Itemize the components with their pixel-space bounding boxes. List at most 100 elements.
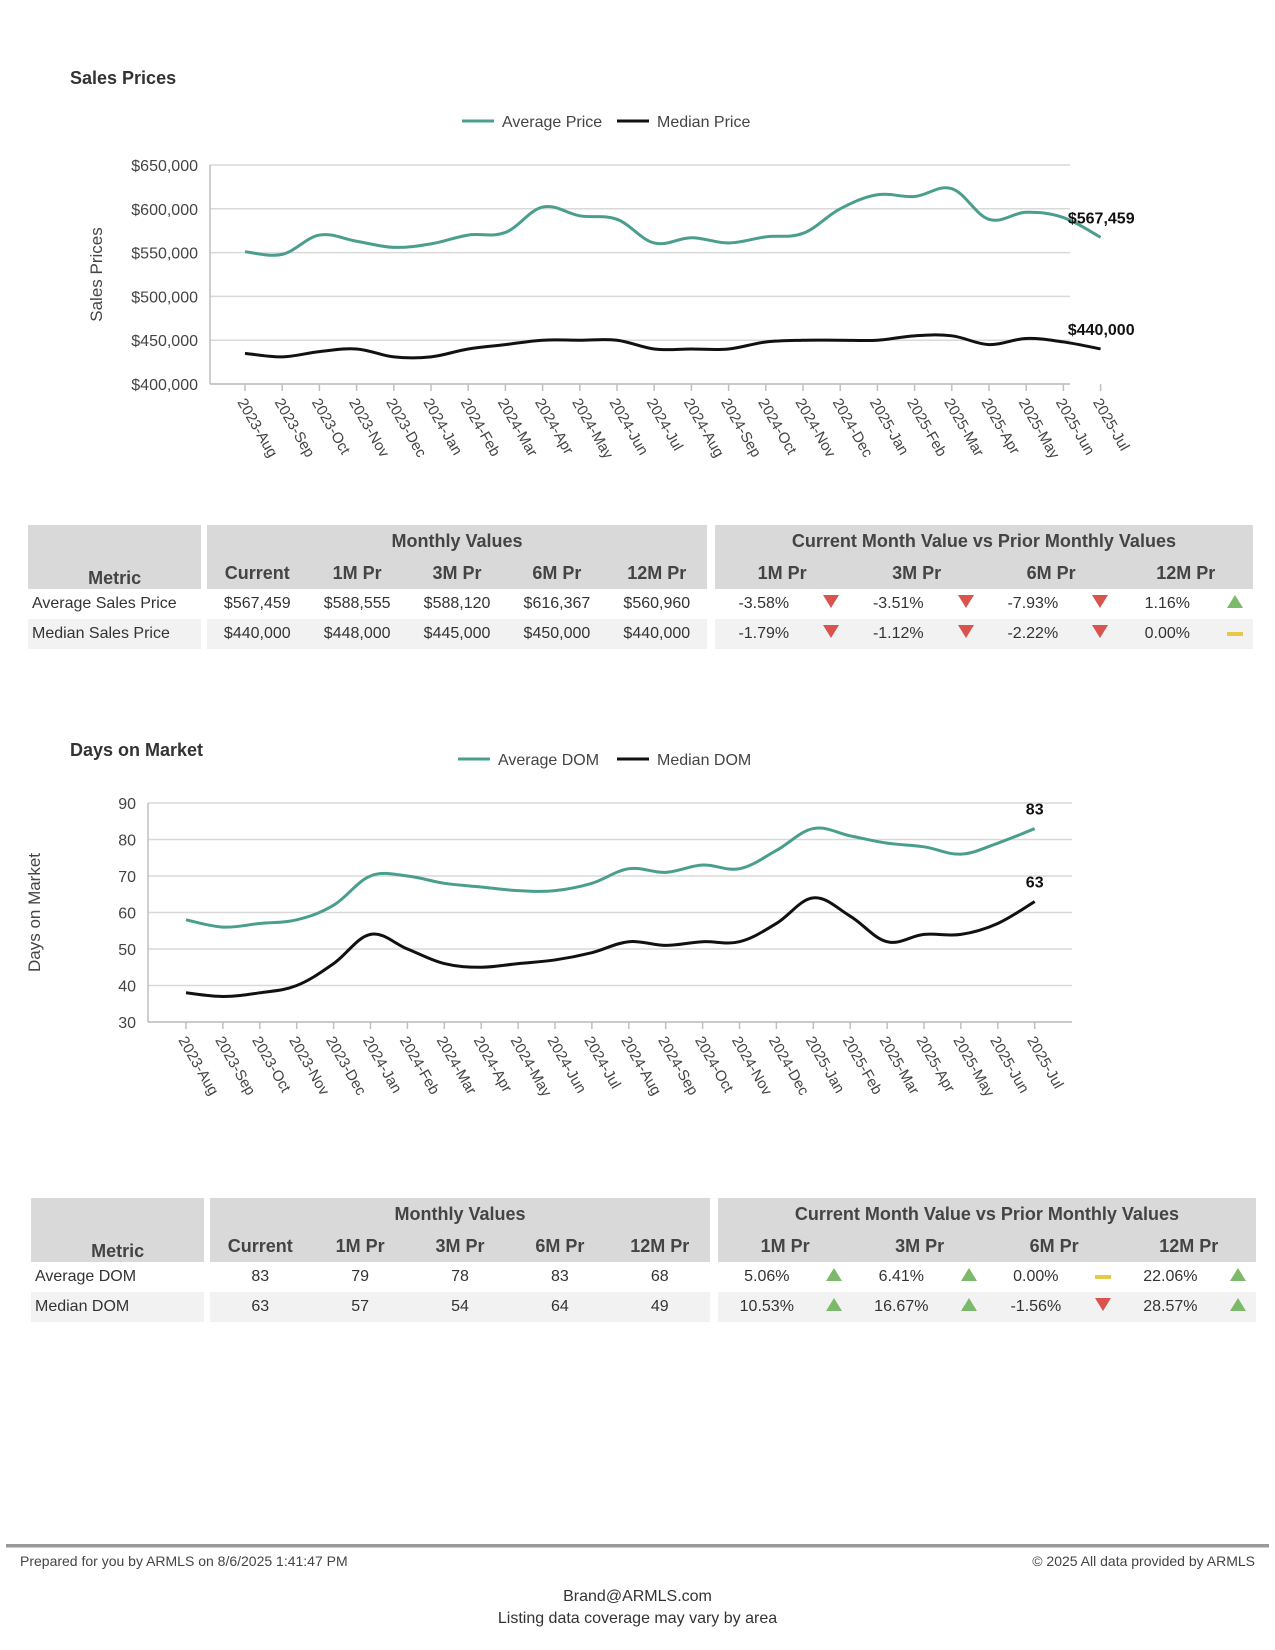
monthly-col-header: 3M Pr [407, 557, 507, 589]
y-tick-label: 60 [118, 906, 136, 923]
y-axis-title: Days on Market [25, 853, 44, 972]
monthly-col-header: 12M Pr [606, 557, 707, 589]
legend-label: Median DOM [657, 752, 751, 769]
change-percent: -7.93% [1007, 595, 1059, 612]
y-tick-label: 50 [118, 942, 136, 959]
change-percent: -3.51% [872, 595, 924, 612]
y-tick-label: $400,000 [131, 377, 198, 394]
monthly-values-header: Monthly Values [210, 1198, 710, 1230]
table-row: Median Sales Price $440,000 $448,000 $445,0… [28, 619, 1253, 649]
monthly-value: 64 [509, 1292, 610, 1322]
trend-up-icon [1226, 595, 1243, 608]
monthly-col-header: Current [207, 557, 308, 589]
change-percent: 6.41% [878, 1268, 924, 1285]
monthly-col-header: 12M Pr [609, 1230, 710, 1262]
monthly-col-header: Current [210, 1230, 311, 1262]
trend-cell [1216, 619, 1253, 649]
monthly-value: 49 [609, 1292, 710, 1322]
trend-down-icon [957, 595, 974, 608]
trend-up-icon [960, 1298, 977, 1311]
sales-metrics-table: Metric Monthly Values Current Month Valu… [28, 525, 1253, 649]
monthly-value: 83 [251, 1268, 270, 1285]
days-on-market-chart: Average DOM Median DOM304050607080902023-… [25, 752, 1072, 1100]
end-data-label: $567,459 [1068, 210, 1135, 227]
trend-cell [950, 1262, 987, 1292]
trend-cell [812, 619, 850, 649]
compare-col-header: 6M Pr [986, 1230, 1122, 1262]
trend-flat-icon [1226, 631, 1243, 636]
footer-divider [6, 1544, 1269, 1548]
metric-header: Metric [28, 525, 202, 589]
compare-col-header: 1M Pr [717, 1230, 853, 1262]
footer-coverage: Listing data coverage may vary by area [497, 1610, 778, 1627]
monthly-value: $445,000 [407, 619, 507, 649]
monthly-value: 63 [210, 1292, 311, 1322]
metric-name: Average DOM [35, 1268, 137, 1285]
trend-up-icon [960, 1268, 977, 1281]
trend-down-icon [1095, 1298, 1112, 1311]
trend-cell [813, 589, 850, 619]
y-tick-label: $550,000 [131, 246, 198, 263]
metric-name: Median DOM [31, 1292, 205, 1322]
y-tick-label: 70 [118, 869, 136, 886]
monthly-col-header: 1M Pr [310, 1230, 411, 1262]
trend-up-icon [1229, 1268, 1246, 1281]
compare-header: Current Month Value vs Prior Monthly Val… [717, 1198, 1256, 1230]
monthly-values-header: Monthly Values [207, 525, 707, 557]
trend-down-icon [1092, 625, 1109, 638]
monthly-col-header: 6M Pr [509, 1230, 610, 1262]
trend-up-icon [826, 1268, 843, 1281]
table-row: Median DOM 63 57 54 64 49 10.53% 16.67% -1.56% 28… [31, 1292, 1256, 1322]
compare-col-header: 1M Pr [714, 557, 850, 589]
trend-cell [1081, 619, 1119, 649]
monthly-value: 79 [351, 1268, 370, 1285]
footer-prepared: Prepared for you by ARMLS on 8/6/2025 1:… [20, 1553, 348, 1569]
trend-down-icon [823, 595, 840, 608]
trend-flat-icon [1095, 1274, 1112, 1279]
footer-email[interactable]: Brand@ARMLS.com [563, 1588, 712, 1605]
y-tick-label: 40 [118, 979, 136, 996]
series-line-2 [244, 333, 1101, 360]
change-percent: 16.67% [852, 1292, 951, 1322]
change-percent: 1.16% [1144, 595, 1191, 612]
change-percent: 10.53% [717, 1292, 816, 1322]
end-data-label: 63 [1026, 875, 1044, 892]
change-percent: 28.57% [1121, 1292, 1220, 1322]
dom-section-title: Days on Market [70, 740, 204, 760]
trend-cell [1219, 1262, 1256, 1292]
monthly-value: $588,555 [323, 595, 391, 612]
change-percent: -2.22% [983, 619, 1082, 649]
compare-col-header: 3M Pr [852, 1230, 987, 1262]
monthly-value: $616,367 [523, 595, 591, 612]
table-row: Average Sales Price $567,459 $588,555 $588,… [28, 589, 1253, 619]
change-percent: 22.06% [1143, 1268, 1198, 1285]
y-tick-label: $500,000 [131, 289, 198, 306]
monthly-value: 83 [551, 1268, 569, 1285]
compare-header: Current Month Value vs Prior Monthly Val… [714, 525, 1253, 557]
change-percent: -1.12% [849, 619, 948, 649]
monthly-value: $560,960 [623, 595, 691, 612]
y-tick-label: $650,000 [131, 158, 198, 175]
series-line-1 [185, 826, 1036, 929]
monthly-value: $450,000 [506, 619, 607, 649]
trend-cell [816, 1262, 853, 1292]
legend-label: Median Price [657, 114, 750, 131]
compare-col-header: 3M Pr [849, 557, 984, 589]
y-axis-title: Sales Prices [87, 227, 106, 321]
sales-section-title: Sales Prices [70, 68, 177, 88]
trend-down-icon [957, 625, 974, 638]
series-line-2 [185, 896, 1036, 998]
compare-col-header: 6M Pr [983, 557, 1119, 589]
monthly-value: $448,000 [307, 619, 408, 649]
trend-up-icon [1229, 1298, 1246, 1311]
sales-prices-chart: Average Price Median Price $400,000 $450,00… [87, 114, 1135, 462]
footer-copyright: © 2025 All data provided by ARMLS [1032, 1553, 1255, 1569]
trend-down-icon [823, 625, 840, 638]
table-row: Average DOM 83 79 78 83 68 5.06% 6.41% 0.00% 22.0… [31, 1262, 1256, 1292]
metric-name: Average Sales Price [32, 595, 177, 612]
trend-up-icon [826, 1298, 843, 1311]
trend-cell [1085, 1262, 1122, 1292]
monthly-value: 57 [310, 1292, 411, 1322]
trend-cell [1082, 589, 1119, 619]
series-line-1 [244, 186, 1102, 257]
